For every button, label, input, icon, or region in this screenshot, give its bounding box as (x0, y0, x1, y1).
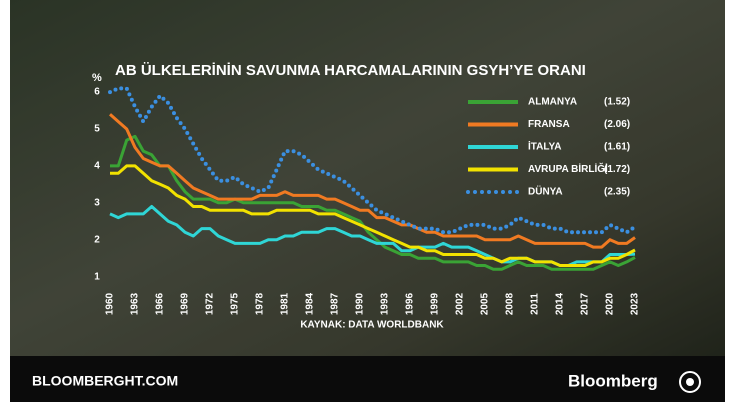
x-tick-label: 2020 (605, 292, 616, 315)
legend-label: AVRUPA BİRLİĞİ (528, 162, 608, 175)
x-tick-label: 2002 (455, 292, 466, 315)
x-tick-label: 1990 (355, 292, 366, 315)
x-tick-label: 1975 (230, 292, 241, 315)
brand-logo-core (686, 378, 694, 386)
legend-label: DÜNYA (528, 185, 563, 198)
footer-site: BLOOMBERGHT.COM (32, 373, 178, 389)
x-tick-label: 2005 (480, 292, 491, 315)
x-tick-label: 2011 (530, 293, 541, 315)
x-tick-label: 1996 (405, 292, 416, 315)
legend-value: (1.72) (604, 164, 630, 175)
legend-label: ALMANYA (528, 97, 577, 108)
x-tick-label: 1984 (305, 292, 316, 315)
source: KAYNAK: DATA WORLDBANK (300, 320, 444, 331)
x-tick-label: 1981 (280, 292, 291, 315)
chart: AB ÜLKELERİNİN SAVUNMA HARCAMALARININ GS… (0, 0, 733, 408)
y-tick-label: 3 (94, 197, 100, 208)
x-tick-label: 2017 (580, 292, 591, 315)
y-tick-label: 2 (94, 234, 100, 245)
y-tick-label: 5 (94, 124, 100, 135)
legend-label: İTALYA (528, 140, 562, 153)
chart-title: AB ÜLKELERİNİN SAVUNMA HARCAMALARININ GS… (115, 62, 586, 79)
y-tick-label: 4 (94, 161, 100, 172)
x-tick-label: 1963 (130, 292, 141, 315)
background-shade (10, 0, 725, 356)
legend-value: (2.06) (604, 119, 630, 130)
legend-value: (1.61) (604, 142, 630, 153)
y-axis-label: % (92, 72, 102, 84)
x-tick-label: 1999 (430, 292, 441, 315)
footer-brand: Bloomberg (568, 371, 658, 390)
legend-value: (1.52) (604, 97, 630, 108)
x-tick-label: 2014 (555, 292, 566, 315)
x-tick-label: 2008 (505, 292, 516, 315)
x-tick-label: 1978 (255, 292, 266, 315)
x-tick-label: 1972 (205, 292, 216, 315)
x-tick-label: 2023 (630, 292, 641, 315)
legend-value: (2.35) (604, 187, 630, 198)
x-tick-label: 1969 (180, 292, 191, 315)
x-tick-label: 1960 (105, 292, 116, 315)
x-tick-label: 1993 (380, 292, 391, 315)
legend-label: FRANSA (528, 119, 570, 130)
x-tick-label: 1966 (155, 292, 166, 315)
page: AB ÜLKELERİNİN SAVUNMA HARCAMALARININ GS… (0, 0, 733, 408)
x-tick-label: 1987 (330, 292, 341, 315)
y-tick-label: 1 (94, 271, 100, 282)
y-tick-label: 6 (94, 87, 100, 98)
